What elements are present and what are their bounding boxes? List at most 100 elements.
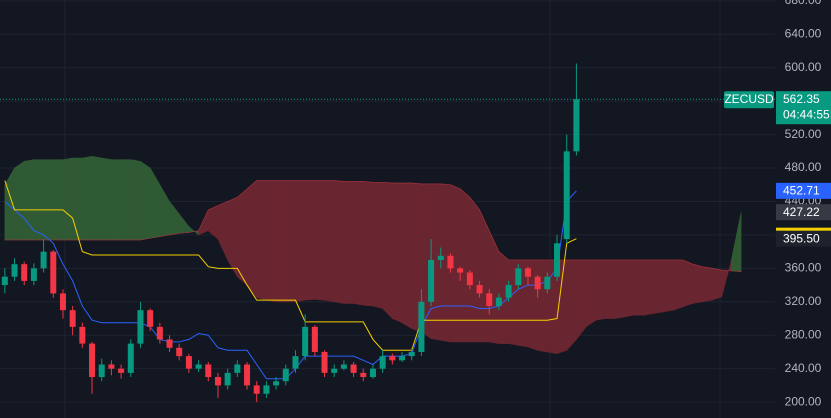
last-price-label: 562.35 bbox=[783, 92, 820, 106]
symbol-label: ZECUSD bbox=[724, 92, 774, 106]
candle-body bbox=[11, 264, 18, 277]
cloud-span-b-edge bbox=[4, 180, 742, 272]
candle-body bbox=[563, 151, 570, 240]
candle-body bbox=[311, 326, 318, 352]
cloud-segment bbox=[72, 157, 83, 241]
cloud-segment bbox=[62, 157, 73, 241]
symbol-label-box bbox=[724, 91, 774, 109]
candle-body bbox=[505, 285, 512, 298]
candle-body bbox=[486, 293, 493, 306]
base-line-label-edge bbox=[776, 227, 831, 231]
candle-body bbox=[40, 251, 47, 269]
candle-body bbox=[156, 326, 163, 340]
y-tick-label: 280.00 bbox=[785, 327, 822, 341]
candle-body bbox=[408, 351, 415, 357]
cloud-segment bbox=[605, 259, 616, 319]
cloud-segment bbox=[459, 188, 471, 343]
cloud-segment bbox=[672, 259, 684, 311]
cloud-segment bbox=[692, 263, 703, 304]
span-a-label-box bbox=[776, 204, 831, 221]
candle-body bbox=[234, 364, 241, 373]
candle-body bbox=[369, 368, 376, 378]
base-line bbox=[4, 180, 577, 351]
candle-body bbox=[389, 356, 396, 361]
candle-body bbox=[418, 301, 425, 352]
cloud-segment bbox=[140, 160, 151, 241]
candle-body bbox=[360, 372, 367, 378]
candle-body bbox=[79, 326, 86, 344]
cloud-segment bbox=[401, 182, 413, 330]
cloud-segment bbox=[392, 182, 403, 324]
cloud-segment bbox=[120, 159, 132, 241]
candle-body bbox=[263, 385, 270, 394]
candle-body bbox=[340, 364, 347, 369]
cloud-segment bbox=[576, 259, 587, 341]
candle-body bbox=[544, 276, 551, 290]
candle-body bbox=[476, 285, 483, 294]
candle-body bbox=[524, 268, 531, 277]
cloud-segment bbox=[101, 157, 112, 241]
candle-body bbox=[137, 310, 144, 344]
candle-body bbox=[1, 276, 8, 286]
candle-body bbox=[98, 364, 105, 378]
candle-body bbox=[273, 381, 280, 386]
cloud-segment bbox=[343, 181, 354, 304]
cloud-segment bbox=[33, 159, 44, 241]
cloud-segment bbox=[111, 159, 122, 241]
candle-body bbox=[515, 268, 522, 286]
cloud-segment bbox=[585, 259, 597, 328]
cloud-segment bbox=[682, 259, 693, 308]
cloud-segment bbox=[663, 259, 674, 313]
candle-body bbox=[282, 368, 289, 382]
cloud-segment bbox=[479, 209, 490, 343]
cloud-segment bbox=[353, 181, 364, 306]
candle-body bbox=[437, 255, 444, 260]
candle-body bbox=[214, 377, 221, 386]
candle-body bbox=[244, 364, 251, 386]
candle-body bbox=[205, 364, 212, 378]
cloud-segment bbox=[295, 180, 306, 303]
candle-body bbox=[534, 276, 541, 290]
cloud-segment bbox=[702, 266, 713, 303]
candle-body bbox=[50, 251, 57, 294]
cloud-segment bbox=[91, 155, 103, 241]
candle-body bbox=[127, 343, 134, 373]
y-tick-label: 640.00 bbox=[785, 26, 822, 40]
candle-body bbox=[457, 268, 464, 273]
base-line-label-box bbox=[776, 230, 831, 247]
candle-body bbox=[147, 310, 154, 327]
cloud-segment bbox=[333, 180, 345, 304]
conversion-line-label-box bbox=[776, 182, 831, 199]
candle-body bbox=[428, 259, 435, 302]
y-tick-label: 360.00 bbox=[785, 261, 822, 275]
cloud-segment bbox=[643, 259, 655, 316]
candle-body bbox=[108, 364, 115, 369]
cloud-segment bbox=[14, 160, 25, 241]
candle-body bbox=[573, 99, 580, 152]
cloud-segment bbox=[324, 180, 335, 303]
candle-body bbox=[69, 310, 76, 327]
candle-body bbox=[89, 343, 96, 378]
candle-body bbox=[331, 368, 338, 373]
cloud-segment bbox=[624, 259, 635, 318]
cloud-segment bbox=[362, 181, 374, 307]
cloud-segment bbox=[246, 179, 258, 299]
candle-body bbox=[176, 347, 183, 357]
cloud-segment bbox=[382, 181, 393, 320]
y-tick-label: 600.00 bbox=[785, 60, 822, 74]
candle-body bbox=[59, 293, 66, 311]
cloud-segment bbox=[537, 259, 548, 353]
candle-body bbox=[321, 351, 328, 373]
cloud-segment bbox=[634, 259, 645, 316]
cloud-segment bbox=[566, 259, 577, 352]
candle-body bbox=[224, 372, 231, 386]
y-tick-label: 320.00 bbox=[785, 294, 822, 308]
conversion-line bbox=[4, 190, 577, 380]
y-tick-label: 680.00 bbox=[785, 0, 822, 7]
candle-body bbox=[466, 272, 473, 286]
candle-body bbox=[118, 368, 125, 373]
candle-body bbox=[166, 339, 173, 348]
candle-body bbox=[495, 297, 502, 306]
cloud-segment bbox=[130, 159, 141, 241]
